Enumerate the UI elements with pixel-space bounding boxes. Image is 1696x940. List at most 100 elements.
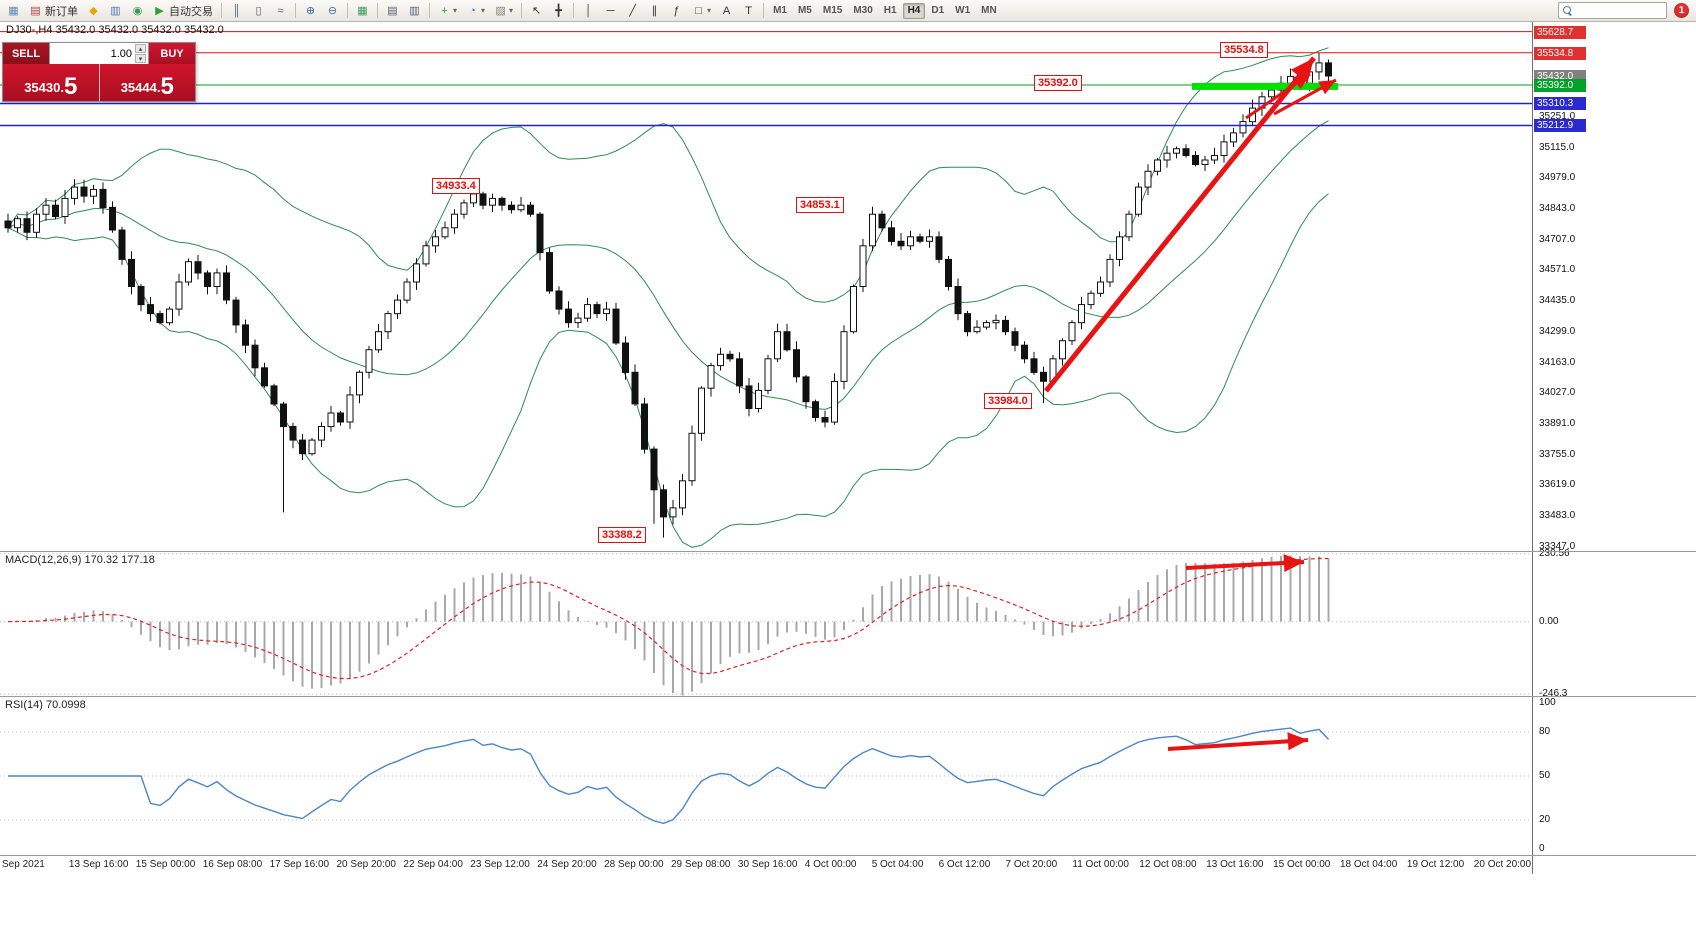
- shapes-caret-icon: ▾: [707, 6, 712, 15]
- price-axis[interactable]: 35523.035387.035251.035115.034979.034843…: [1532, 22, 1696, 874]
- tf-w1[interactable]: W1: [950, 3, 975, 19]
- sell-price-frac: 5: [63, 73, 78, 100]
- volume-increase-button[interactable]: ▴: [135, 44, 146, 53]
- mql5-icon: ◆: [89, 4, 98, 17]
- tile-windows-button[interactable]: ▦: [352, 2, 373, 20]
- pane-separator[interactable]: [0, 696, 1696, 697]
- shapes-button[interactable]: □ ▾: [688, 2, 715, 20]
- tf-h1-label: H1: [883, 5, 897, 16]
- zoom-in-button[interactable]: ⊕: [300, 2, 321, 20]
- cursor-button[interactable]: ↖: [526, 2, 547, 20]
- vline-button[interactable]: │: [578, 2, 599, 20]
- periods-icon: ◔: [469, 4, 476, 17]
- zoom-out-button[interactable]: ⊖: [322, 2, 343, 20]
- volume-field: ▴ ▾: [49, 43, 149, 64]
- price-chart-canvas[interactable]: [0, 22, 1532, 551]
- candles-mode-button[interactable]: ▯: [248, 2, 269, 20]
- price-axis-label: 35115.0: [1539, 141, 1575, 153]
- sell-button[interactable]: SELL: [3, 43, 49, 64]
- new-order-button[interactable]: ▤ 新订单: [25, 2, 82, 20]
- price-axis-label: 34979.0: [1539, 172, 1576, 184]
- label-tool-button[interactable]: T: [738, 2, 759, 20]
- channel-button[interactable]: ∥: [644, 2, 665, 20]
- search-input[interactable]: [1576, 5, 1662, 16]
- time-axis[interactable]: Sep 2021 13 Sep 16:00 15 Sep 00:00 16 Sep 0…: [0, 856, 1532, 874]
- price-callout-label[interactable]: 33388.2: [598, 527, 646, 543]
- price-callout-label[interactable]: 34853.1: [796, 197, 844, 213]
- label-tool-icon: T: [745, 4, 752, 17]
- time-axis-label: 13 Sep 16:00: [68, 859, 129, 870]
- chart-window-button[interactable]: ▥: [105, 2, 126, 20]
- sell-price[interactable]: 35430. 5: [3, 64, 100, 101]
- time-axis-label: 15 Oct 00:00: [1273, 859, 1331, 870]
- tf-mn[interactable]: MN: [976, 3, 1002, 19]
- trendline-button[interactable]: ╱: [622, 2, 643, 20]
- pane-separator[interactable]: [0, 551, 1696, 552]
- line-mode-button[interactable]: ≈: [270, 2, 291, 20]
- tf-m1[interactable]: M1: [768, 3, 792, 19]
- tf-m15[interactable]: M15: [818, 3, 847, 19]
- tf-h1[interactable]: H1: [879, 3, 902, 19]
- sell-price-main: 35430.: [24, 80, 64, 95]
- price-chart-pane[interactable]: DJ30-,H4 35432.0 35432.0 35432.0 35432.0…: [0, 22, 1532, 551]
- price-axis-label: 34843.0: [1539, 203, 1576, 215]
- volume-input[interactable]: [50, 43, 148, 64]
- tf-h4[interactable]: H4: [902, 2, 926, 19]
- rsi-pane[interactable]: RSI(14) 70.0998: [0, 697, 1532, 855]
- macd-axis-label: -246.3: [1539, 688, 1568, 700]
- charts-menu-button[interactable]: ▦: [3, 2, 24, 20]
- bars-mode-button[interactable]: ║: [226, 2, 247, 20]
- notification-badge[interactable]: 1: [1674, 3, 1689, 18]
- charts-list-button[interactable]: ▤: [382, 2, 403, 20]
- volume-decrease-button[interactable]: ▾: [135, 54, 146, 63]
- mql5-button[interactable]: ◆: [83, 2, 104, 20]
- buy-price[interactable]: 35444. 5: [99, 64, 195, 101]
- macd-canvas[interactable]: [0, 552, 1532, 696]
- fibonacci-button[interactable]: ƒ: [666, 2, 687, 20]
- tf-mn-label: MN: [981, 5, 997, 16]
- tf-m30-label: M30: [853, 5, 873, 16]
- rsi-axis-label: 0: [1539, 843, 1545, 855]
- text-tool-button[interactable]: A: [716, 2, 737, 20]
- price-callout-label[interactable]: 33984.0: [984, 393, 1032, 409]
- time-axis-label: 16 Sep 08:00: [202, 859, 263, 870]
- time-axis-label: 13 Oct 16:00: [1206, 859, 1264, 870]
- time-axis-label: 7 Oct 20:00: [1005, 859, 1058, 870]
- price-callout-label[interactable]: 35392.0: [1034, 75, 1082, 91]
- candles-mode-icon: ▯: [255, 4, 262, 17]
- toolbar-separator: [429, 3, 430, 18]
- indicators-button[interactable]: + ▾: [434, 2, 461, 20]
- templates-button[interactable]: ▨ ▾: [490, 2, 517, 20]
- time-axis-label: 23 Sep 12:00: [470, 859, 530, 870]
- buy-price-frac: 5: [160, 73, 174, 100]
- autotrading-label: 自动交易: [169, 5, 213, 18]
- tf-d1[interactable]: D1: [926, 3, 949, 19]
- rsi-axis-label: 50: [1539, 770, 1551, 781]
- rsi-axis-label: 100: [1539, 696, 1556, 708]
- buy-button[interactable]: BUY: [149, 43, 195, 64]
- toolbar-separator: [221, 3, 222, 18]
- price-callout-label[interactable]: 35534.8: [1220, 42, 1268, 58]
- time-axis-label: 22 Sep 04:00: [403, 859, 463, 870]
- hline-button[interactable]: ─: [600, 2, 621, 20]
- data-window-button[interactable]: ▥: [404, 2, 425, 20]
- time-axis-label: 24 Sep 20:00: [537, 859, 597, 870]
- price-axis-label: 33619.0: [1539, 479, 1576, 491]
- tf-m5[interactable]: M5: [793, 3, 817, 19]
- rsi-axis-label: 80: [1539, 726, 1551, 738]
- tf-m30[interactable]: M30: [848, 3, 877, 19]
- refresh-button[interactable]: ◉: [127, 2, 148, 20]
- rsi-canvas[interactable]: [0, 697, 1532, 855]
- charts-menu-icon: ▦: [8, 4, 19, 17]
- rsi-axis-label: 20: [1539, 813, 1551, 825]
- periods-button[interactable]: ◔ ▾: [462, 2, 489, 20]
- price-axis-badge: 35628.7: [1534, 25, 1586, 39]
- time-axis-label: 15 Sep 00:00: [135, 859, 196, 870]
- autotrading-button[interactable]: ▶ 自动交易: [149, 2, 217, 20]
- macd-pane[interactable]: MACD(12,26,9) 170.32 177.18: [0, 552, 1532, 696]
- price-callout-label[interactable]: 34933.4: [432, 178, 480, 194]
- crosshair-button[interactable]: ╋: [548, 2, 569, 20]
- search-box[interactable]: [1558, 2, 1667, 19]
- time-axis-label: 30 Sep 16:00: [737, 859, 798, 870]
- charts-list-icon: ▤: [387, 4, 398, 17]
